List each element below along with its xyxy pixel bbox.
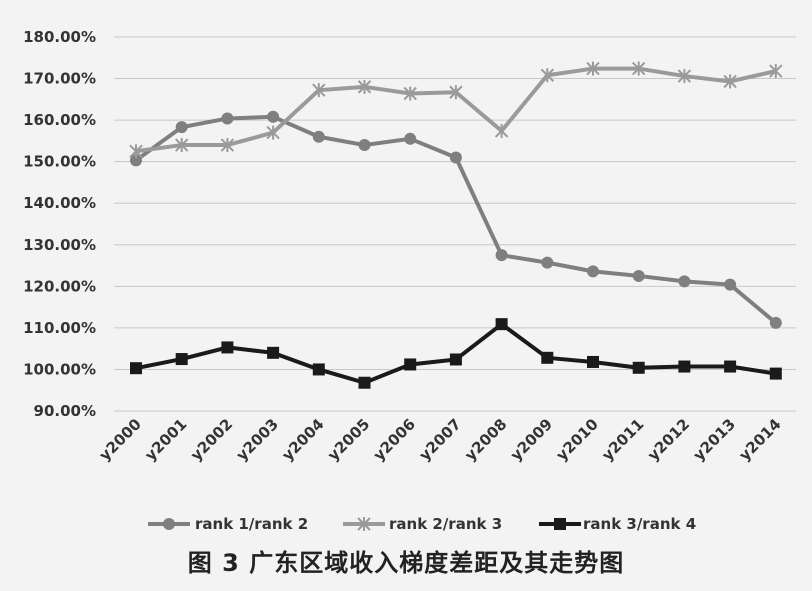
- legend-marker: [163, 518, 175, 530]
- legend-label: rank 2/rank 3: [389, 515, 502, 533]
- x-tick-label: y2000: [96, 415, 145, 464]
- data-point: [312, 83, 326, 98]
- data-point: [449, 353, 462, 366]
- data-point: [449, 85, 463, 100]
- x-tick-label: y2011: [598, 415, 647, 464]
- data-point: [587, 355, 599, 368]
- data-point: [495, 249, 508, 262]
- series-2: [129, 61, 783, 159]
- data-point: [678, 275, 691, 288]
- data-point: [220, 138, 235, 153]
- x-tick-label: y2014: [735, 415, 784, 464]
- x-tick-label: y2008: [461, 415, 510, 464]
- data-point: [312, 130, 325, 143]
- data-point: [678, 360, 691, 373]
- series-lines: [129, 61, 783, 389]
- y-tick-label: 160.00%: [23, 111, 96, 129]
- data-point: [495, 318, 508, 331]
- data-point: [631, 61, 646, 76]
- x-tick-label: y2004: [278, 415, 327, 464]
- data-point: [769, 316, 782, 329]
- data-point: [175, 121, 188, 134]
- data-point: [221, 341, 234, 354]
- gridlines: [114, 36, 796, 412]
- legend-item: rank 3/rank 4: [539, 515, 696, 533]
- y-tick-label: 100.00%: [23, 360, 96, 378]
- data-point: [724, 278, 737, 291]
- legend-marker: [554, 518, 566, 530]
- series-line: [135, 322, 777, 385]
- y-tick-label: 130.00%: [23, 236, 96, 254]
- data-point: [312, 363, 325, 376]
- data-point: [677, 69, 692, 84]
- x-tick-label: y2012: [644, 415, 693, 464]
- y-tick-label: 170.00%: [23, 70, 96, 88]
- y-tick-label: 180.00%: [23, 28, 96, 46]
- x-tick-label: y2006: [370, 415, 419, 464]
- data-point: [266, 125, 280, 140]
- data-point: [404, 358, 417, 371]
- figure-caption: 图 3 广东区域收入梯度差距及其走势图: [187, 549, 625, 577]
- data-point: [404, 132, 417, 145]
- data-point: [175, 353, 188, 366]
- legend-item: rank 1/rank 2: [148, 515, 308, 533]
- data-point: [358, 376, 371, 389]
- data-point: [587, 265, 599, 278]
- x-tick-label: y2010: [553, 415, 602, 464]
- data-point: [540, 68, 555, 83]
- legend-label: rank 1/rank 2: [195, 515, 308, 533]
- legend-label: rank 3/rank 4: [583, 515, 696, 533]
- data-point: [724, 360, 737, 373]
- data-point: [357, 79, 372, 94]
- y-axis-tick-labels: 90.00% 100.00% 110.00% 120.00% 130.00% 140.00…: [23, 28, 96, 420]
- series-1: [130, 110, 782, 329]
- x-tick-label: y2005: [324, 415, 373, 464]
- data-point: [267, 346, 280, 359]
- data-point: [723, 74, 737, 89]
- x-tick-label: y2002: [187, 415, 236, 464]
- series-3: [130, 318, 782, 389]
- y-tick-label: 140.00%: [23, 194, 96, 212]
- data-point: [769, 64, 783, 79]
- data-point: [129, 144, 143, 159]
- data-point: [541, 351, 554, 364]
- data-point: [541, 256, 554, 269]
- data-point: [632, 361, 645, 374]
- data-point: [769, 367, 782, 380]
- data-point: [403, 86, 417, 101]
- y-tick-label: 120.00%: [23, 277, 96, 295]
- legend-marker: [357, 517, 371, 531]
- x-axis-tick-labels: y2000y2001y2002y2003y2004y2005y2006y2007…: [96, 415, 785, 464]
- x-tick-label: y2001: [141, 415, 190, 464]
- legend: rank 1/rank 2 rank 2/rank 3 rank 3/rank 4: [148, 515, 696, 533]
- data-point: [267, 110, 280, 123]
- data-point: [174, 138, 189, 153]
- y-tick-label: 110.00%: [23, 319, 96, 337]
- data-point: [449, 151, 462, 164]
- y-tick-label: 90.00%: [34, 402, 96, 420]
- data-point: [586, 61, 600, 76]
- x-tick-label: y2009: [507, 415, 556, 464]
- x-tick-label: y2007: [416, 415, 465, 464]
- x-tick-label: y2003: [233, 415, 282, 464]
- series-line: [134, 114, 778, 325]
- y-tick-label: 150.00%: [23, 153, 96, 171]
- data-point: [130, 362, 142, 375]
- legend-item: rank 2/rank 3: [343, 515, 502, 533]
- data-point: [358, 139, 371, 152]
- data-point: [494, 123, 509, 138]
- data-point: [130, 154, 142, 167]
- data-point: [221, 112, 234, 125]
- x-tick-label: y2013: [690, 415, 739, 464]
- data-point: [632, 269, 645, 282]
